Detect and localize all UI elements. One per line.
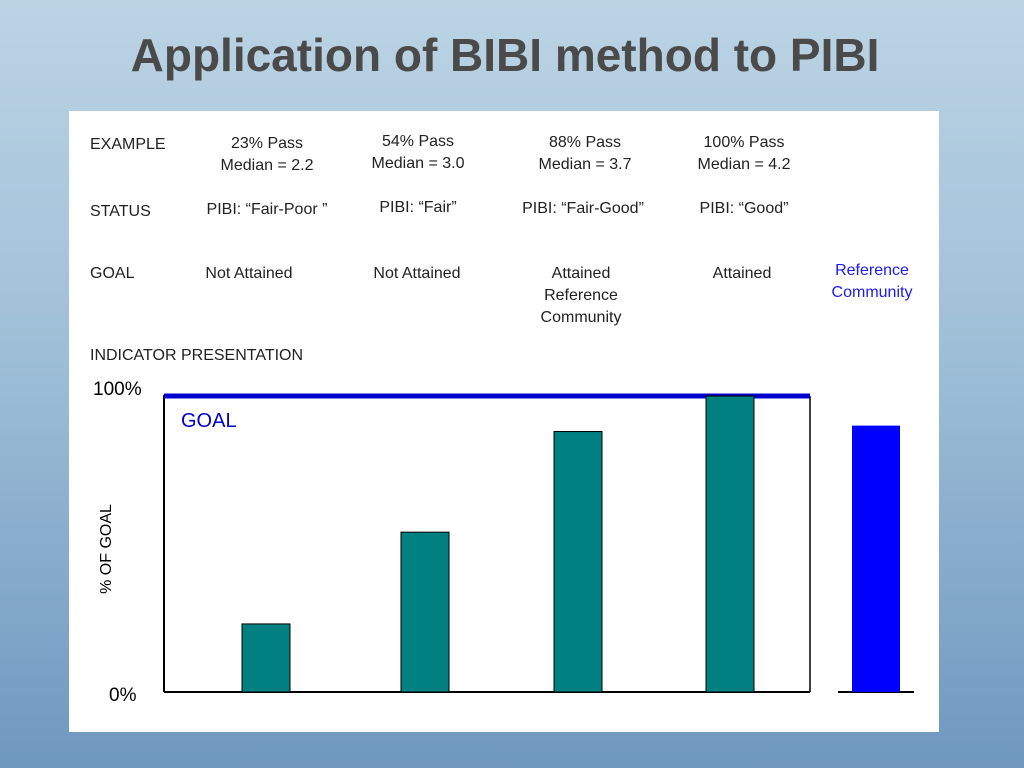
row-label-goal: GOAL (90, 265, 135, 282)
column-3-goal-line-1: Attained (551, 265, 611, 282)
y-axis-title: % OF GOAL (98, 504, 115, 594)
column-4-example: 100% Pass Median = 4.2 (669, 132, 819, 176)
column-2-pass: 54% Pass (381, 133, 455, 150)
column-1-status: PIBI: “Fair-Poor ” (206, 201, 328, 218)
column-2-median: Median = 3.0 (371, 155, 465, 172)
column-3-goal-line-3: Community (540, 309, 622, 326)
column-3-pass: 88% Pass (548, 134, 622, 151)
row-label-status: STATUS (90, 203, 151, 220)
y-tick-label-100: 100% (93, 379, 142, 400)
column-3-goal-line-2: Reference (544, 287, 618, 304)
chart-panel: EXAMPLE STATUS GOAL INDICATOR PRESENTATI… (69, 111, 939, 732)
column-2-status: PIBI: “Fair” (379, 199, 457, 216)
column-1-pass: 23% Pass (230, 135, 304, 152)
bar-3 (553, 431, 603, 693)
reference-label-line-2: Community (831, 284, 913, 301)
column-3-goal: Attained Reference Community (506, 263, 656, 329)
column-1-example: 23% Pass Median = 2.2 (192, 133, 342, 177)
row-label-example: EXAMPLE (90, 136, 166, 153)
slide-title: Application of BIBI method to PIBI (130, 29, 880, 81)
column-3-status: PIBI: “Fair-Good” (522, 200, 644, 217)
column-1-median: Median = 2.2 (220, 157, 314, 174)
row-label-indicator: INDICATOR PRESENTATION (90, 347, 304, 364)
column-1-goal: Not Attained (205, 265, 293, 282)
column-4-median: Median = 4.2 (697, 156, 791, 173)
column-4-status: PIBI: “Good” (699, 200, 789, 217)
column-2-goal: Not Attained (373, 265, 461, 282)
bar-1 (241, 623, 291, 693)
y-tick-label-0: 0% (109, 685, 137, 706)
reference-community-label: Reference Community (797, 260, 947, 304)
column-3-median: Median = 3.7 (538, 156, 632, 173)
bar-4 (705, 395, 755, 693)
goal-label: GOAL (181, 410, 237, 432)
column-3-example: 88% Pass Median = 3.7 (510, 132, 660, 176)
bar-chart: GOAL 100% 0% % OF GOAL (93, 379, 914, 706)
column-4-goal: Attained (712, 265, 772, 282)
reference-label-line-1: Reference (835, 262, 909, 279)
column-4-pass: 100% Pass (703, 134, 785, 151)
column-2-example: 54% Pass Median = 3.0 (343, 131, 493, 175)
bar-2 (400, 531, 450, 693)
reference-bar (852, 425, 900, 692)
